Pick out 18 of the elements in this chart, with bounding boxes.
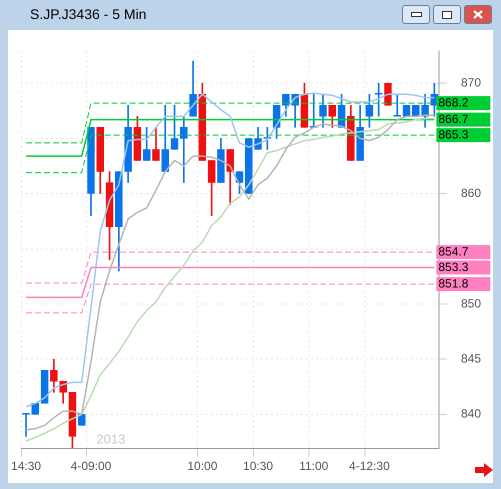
data-label: 866.7	[438, 112, 469, 126]
data-label: 868.2	[438, 95, 469, 110]
y-tick-label: 850	[461, 296, 482, 310]
y-tick-label: 845	[461, 351, 482, 366]
y-tick-label: 870	[461, 76, 482, 90]
data-label: 865.3	[438, 127, 469, 142]
x-tick-label: 10:00	[187, 459, 218, 474]
y-tick-label: 840	[461, 406, 482, 421]
data-label: 854.7	[438, 244, 469, 258]
y-tick-label: 860	[461, 186, 482, 200]
x-tick-label: 4-12:30	[349, 459, 390, 474]
x-tick-label: 11:00	[299, 459, 329, 474]
data-label: 851.8	[438, 276, 469, 290]
data-label: 853.3	[438, 260, 469, 274]
chart-title: S.JP.J3436 - 5 Min	[30, 6, 146, 22]
x-tick-label: 10:30	[243, 459, 274, 474]
x-tick-label: 4-09:00	[70, 459, 112, 474]
x-tick-label: 14:30	[11, 459, 42, 474]
